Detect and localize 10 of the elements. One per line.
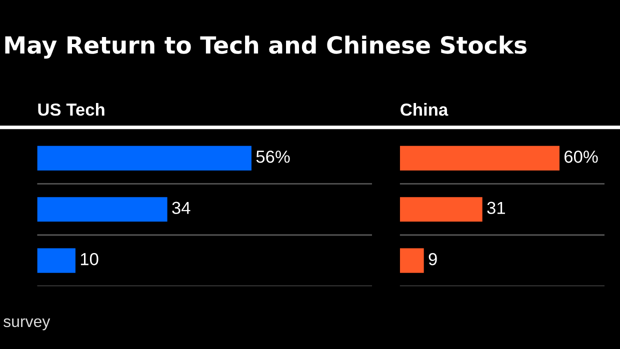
data-label: 34	[172, 202, 190, 214]
data-label: 9	[428, 252, 437, 266]
data-label: 56%	[256, 150, 290, 163]
chart-title: US Tech	[38, 103, 104, 116]
data-label: 60%	[564, 150, 598, 163]
chart-title: China	[400, 103, 448, 116]
data-label: 10	[80, 252, 98, 266]
data-label: 31	[487, 202, 505, 214]
text: May Return to Tech and Chinese Stocks	[5, 36, 526, 59]
text: survey	[4, 318, 50, 330]
